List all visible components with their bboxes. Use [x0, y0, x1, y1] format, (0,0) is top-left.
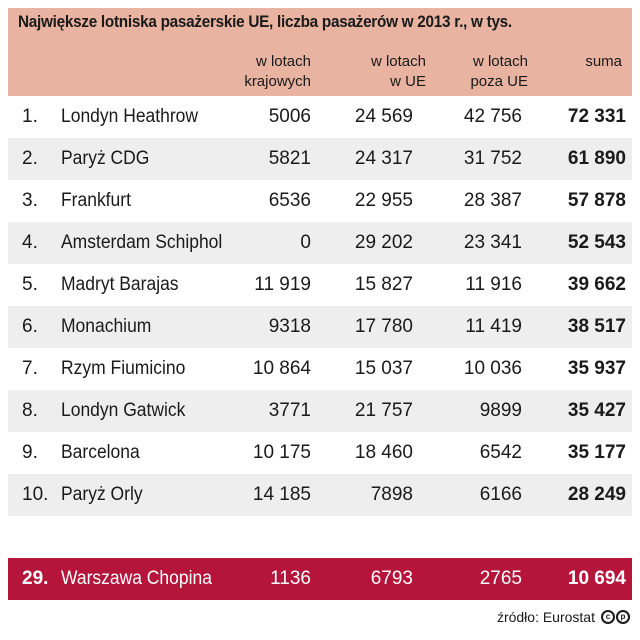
row-total: 38 517: [567, 316, 626, 337]
row-eu: 29 202: [354, 232, 413, 253]
row-total: 28 249: [567, 484, 626, 505]
row-non-eu: 6166: [479, 484, 522, 505]
row-domestic: 5006: [268, 106, 311, 127]
row-total: 35 937: [567, 358, 626, 379]
row-eu: 18 460: [354, 442, 413, 463]
col-head-total: suma: [585, 52, 622, 72]
col-head-eu-line1: w lotach: [370, 53, 426, 70]
row-rank: 3.: [22, 190, 38, 211]
row-non-eu: 42 756: [463, 106, 522, 127]
col-head-non-eu-line1: w lotach: [472, 53, 528, 70]
row-airport-name: Amsterdam Schiphol: [61, 232, 223, 253]
row-rank: 6.: [22, 316, 38, 337]
cc-circle-icon: c: [601, 610, 615, 624]
table-row: 7. Rzym Fiumicino 10 864 15 037 10 036 3…: [8, 348, 632, 390]
row-total: 57 878: [567, 190, 626, 211]
row-non-eu: 11 419: [465, 316, 522, 337]
table-row: 9. Barcelona 10 175 18 460 6542 35 177: [8, 432, 632, 474]
row-non-eu: 9899: [479, 400, 522, 421]
row-rank: 1.: [22, 106, 38, 127]
col-head-non-eu: w lotach poza UE: [470, 52, 528, 92]
row-domestic: 9318: [268, 316, 311, 337]
col-head-domestic-line2: krajowych: [244, 73, 311, 90]
row-airport-name: Londyn Gatwick: [61, 400, 186, 421]
row-non-eu: 31 752: [463, 148, 522, 169]
table-row: 5. Madryt Barajas 11 919 15 827 11 916 3…: [8, 264, 632, 306]
row-eu: 24 569: [354, 106, 413, 127]
table-row: 3. Frankfurt 6536 22 955 28 387 57 878: [8, 180, 632, 222]
row-eu: 17 780: [354, 316, 413, 337]
row-rank: 10.: [22, 484, 49, 505]
row-non-eu: 10 036: [463, 358, 522, 379]
highlight-rank: 29.: [22, 568, 49, 589]
highlight-domestic: 1136: [270, 568, 311, 589]
table-row: 8. Londyn Gatwick 3771 21 757 9899 35 42…: [8, 390, 632, 432]
row-domestic: 6536: [268, 190, 311, 211]
table-row: 2. Paryż CDG 5821 24 317 31 752 61 890: [8, 138, 632, 180]
highlight-eu: 6793: [370, 568, 413, 589]
row-airport-name: Monachium: [61, 316, 152, 337]
table-title: Największe lotniska pasażerskie UE, licz…: [18, 12, 512, 31]
row-airport-name: Paryż Orly: [61, 484, 143, 505]
row-total: 61 890: [567, 148, 626, 169]
row-domestic: 10 175: [252, 442, 311, 463]
row-rank: 5.: [22, 274, 38, 295]
row-non-eu: 11 916: [465, 274, 522, 295]
row-rank: 8.: [22, 400, 38, 421]
highlighted-row-warsaw: 29. Warszawa Chopina 1136 6793 2765 10 6…: [8, 558, 632, 600]
row-airport-name: Barcelona: [61, 442, 140, 463]
row-non-eu: 28 387: [463, 190, 522, 211]
row-total: 35 427: [567, 400, 626, 421]
row-airport-name: Paryż CDG: [61, 148, 150, 169]
row-domestic: 14 185: [252, 484, 311, 505]
row-total: 72 331: [567, 106, 626, 127]
row-rank: 2.: [22, 148, 38, 169]
table-header: Największe lotniska pasażerskie UE, licz…: [8, 8, 632, 96]
row-total: 35 177: [567, 442, 626, 463]
row-airport-name: Londyn Heathrow: [61, 106, 199, 127]
row-eu: 15 827: [354, 274, 413, 295]
table-row: 4. Amsterdam Schiphol 0 29 202 23 341 52…: [8, 222, 632, 264]
source-text: źródło: Eurostat: [496, 609, 595, 625]
row-domestic: 11 919: [254, 274, 311, 295]
highlight-total: 10 694: [567, 568, 626, 589]
row-domestic: 3771: [268, 400, 311, 421]
highlight-airport-name: Warszawa Chopina: [61, 568, 212, 589]
col-head-eu-line2: w UE: [390, 73, 426, 90]
row-domestic: 5821: [268, 148, 311, 169]
col-head-domestic: w lotach krajowych: [244, 52, 311, 92]
row-eu: 24 317: [354, 148, 413, 169]
table-row: 6. Monachium 9318 17 780 11 419 38 517: [8, 306, 632, 348]
row-total: 39 662: [567, 274, 626, 295]
row-rank: 7.: [22, 358, 38, 379]
col-head-non-eu-line2: poza UE: [470, 73, 528, 90]
row-eu: 22 955: [354, 190, 413, 211]
row-airport-name: Madryt Barajas: [61, 274, 179, 295]
row-airport-name: Rzym Fiumicino: [61, 358, 186, 379]
col-head-total-line2: suma: [585, 53, 622, 70]
row-rank: 9.: [22, 442, 38, 463]
highlight-non-eu: 2765: [479, 568, 522, 589]
col-head-domestic-line1: w lotach: [255, 53, 311, 70]
table-row: 10. Paryż Orly 14 185 7898 6166 28 249: [8, 474, 632, 516]
col-head-eu: w lotach w UE: [371, 52, 426, 92]
row-eu: 7898: [370, 484, 413, 505]
person-circle-icon: p: [616, 610, 630, 624]
row-eu: 15 037: [354, 358, 413, 379]
row-eu: 21 757: [354, 400, 413, 421]
row-domestic: 0: [300, 232, 311, 253]
row-total: 52 543: [567, 232, 626, 253]
row-domestic: 10 864: [252, 358, 311, 379]
row-non-eu: 23 341: [463, 232, 522, 253]
row-airport-name: Frankfurt: [61, 190, 131, 211]
table-row: 1. Londyn Heathrow 5006 24 569 42 756 72…: [8, 96, 632, 138]
row-non-eu: 6542: [479, 442, 522, 463]
row-rank: 4.: [22, 232, 38, 253]
